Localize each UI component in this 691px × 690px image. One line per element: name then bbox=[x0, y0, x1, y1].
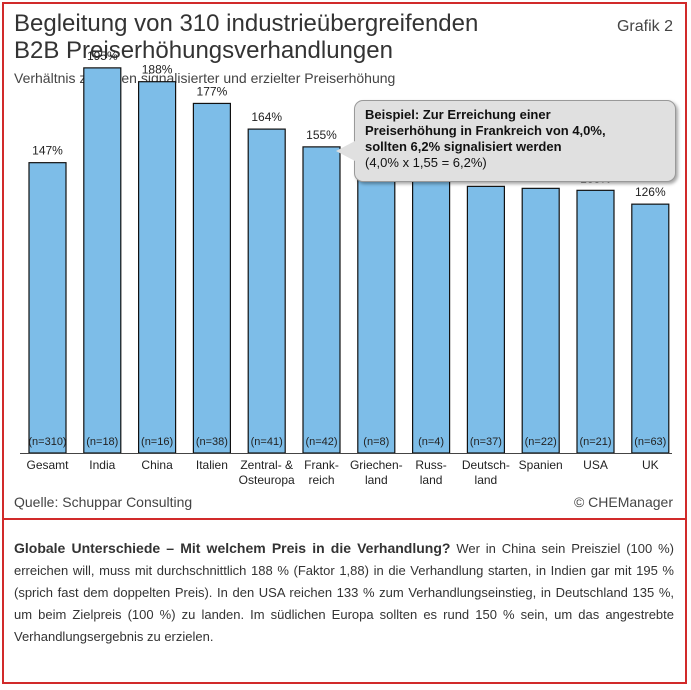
value-label: 164% bbox=[251, 110, 282, 124]
callout-pointer bbox=[336, 141, 355, 161]
caption-heading: Globale Unterschiede – Mit welchem Preis… bbox=[14, 540, 451, 556]
category-label: USA bbox=[583, 458, 608, 472]
copyright-note: © CHEManager bbox=[573, 494, 673, 510]
bar bbox=[247, 128, 286, 454]
category-label: Italien bbox=[196, 458, 228, 472]
bar bbox=[83, 67, 122, 454]
sample-size-label: (n=38) bbox=[196, 436, 228, 448]
sample-size-label: (n=22) bbox=[525, 436, 557, 448]
bar bbox=[412, 168, 451, 454]
category-label: China bbox=[141, 458, 173, 472]
sample-size-label: (n=37) bbox=[470, 436, 502, 448]
bar bbox=[576, 189, 615, 454]
callout-line-3: sollten 6,2% signalisiert werden bbox=[365, 139, 562, 154]
divider bbox=[4, 518, 687, 520]
value-label: 177% bbox=[197, 84, 228, 98]
sample-size-label: (n=16) bbox=[141, 436, 173, 448]
figure-number: Grafik 2 bbox=[616, 18, 673, 35]
bar bbox=[521, 187, 560, 454]
example-callout: Beispiel: Zur Erreichung einer Preiserhö… bbox=[336, 100, 676, 182]
category-label: Zentral- & bbox=[240, 458, 293, 472]
category-label: Gesamt bbox=[26, 458, 69, 472]
sample-size-label: (n=4) bbox=[418, 436, 444, 448]
source-note: Quelle: Schuppar Consulting bbox=[14, 494, 193, 510]
sample-size-label: (n=8) bbox=[363, 436, 389, 448]
category-label: UK bbox=[642, 458, 659, 472]
category-label: land bbox=[365, 473, 388, 487]
value-label: 147% bbox=[32, 144, 63, 158]
category-label: Griechen- bbox=[350, 458, 403, 472]
bar bbox=[631, 203, 670, 454]
chart-frame bbox=[2, 2, 687, 684]
caption: Globale Unterschiede – Mit welchem Preis… bbox=[14, 537, 674, 648]
callout-formula: (4,0% x 1,55 = 6,2%) bbox=[365, 155, 487, 170]
sample-size-label: (n=42) bbox=[305, 436, 337, 448]
sample-size-label: (n=41) bbox=[251, 436, 283, 448]
bar bbox=[138, 81, 177, 454]
title-line-1: Begleitung von 310 industrieübergreifend… bbox=[14, 10, 479, 37]
value-label: 126% bbox=[635, 185, 666, 199]
title-line-2: B2B Preiserhöhungsverhandlungen bbox=[14, 37, 393, 64]
category-label: Russ- bbox=[415, 458, 446, 472]
category-label: Frank- bbox=[304, 458, 339, 472]
bar bbox=[357, 150, 396, 454]
sample-size-label: (n=63) bbox=[634, 436, 666, 448]
callout-line-2: Preiserhöhung in Frankreich von 4,0%, bbox=[365, 123, 606, 138]
callout-line-1: Beispiel: Zur Erreichung einer bbox=[365, 107, 551, 122]
caption-text: Wer in China sein Preisziel (100 %) erre… bbox=[14, 541, 674, 644]
bar bbox=[192, 102, 231, 454]
category-label: India bbox=[89, 458, 115, 472]
category-label: reich bbox=[308, 473, 334, 487]
category-label: Spanien bbox=[519, 458, 563, 472]
sample-size-label: (n=310) bbox=[28, 436, 66, 448]
value-label: 155% bbox=[306, 128, 337, 142]
bar bbox=[302, 146, 341, 454]
category-label: land bbox=[475, 473, 498, 487]
value-label: 195% bbox=[87, 49, 118, 63]
category-label: Osteuropa bbox=[239, 473, 295, 487]
value-label: 188% bbox=[142, 63, 173, 77]
sample-size-label: (n=21) bbox=[579, 436, 611, 448]
category-label: land bbox=[420, 473, 443, 487]
bar bbox=[466, 185, 505, 454]
category-label: Deutsch- bbox=[462, 458, 510, 472]
sample-size-label: (n=18) bbox=[86, 436, 118, 448]
chart-title: Begleitung von 310 industrieübergreifend… bbox=[14, 10, 478, 64]
bar bbox=[28, 162, 67, 454]
bar-chart: 147% (n=310) Gesamt 195% (n=18) India 188% (n=1… bbox=[20, 49, 672, 487]
